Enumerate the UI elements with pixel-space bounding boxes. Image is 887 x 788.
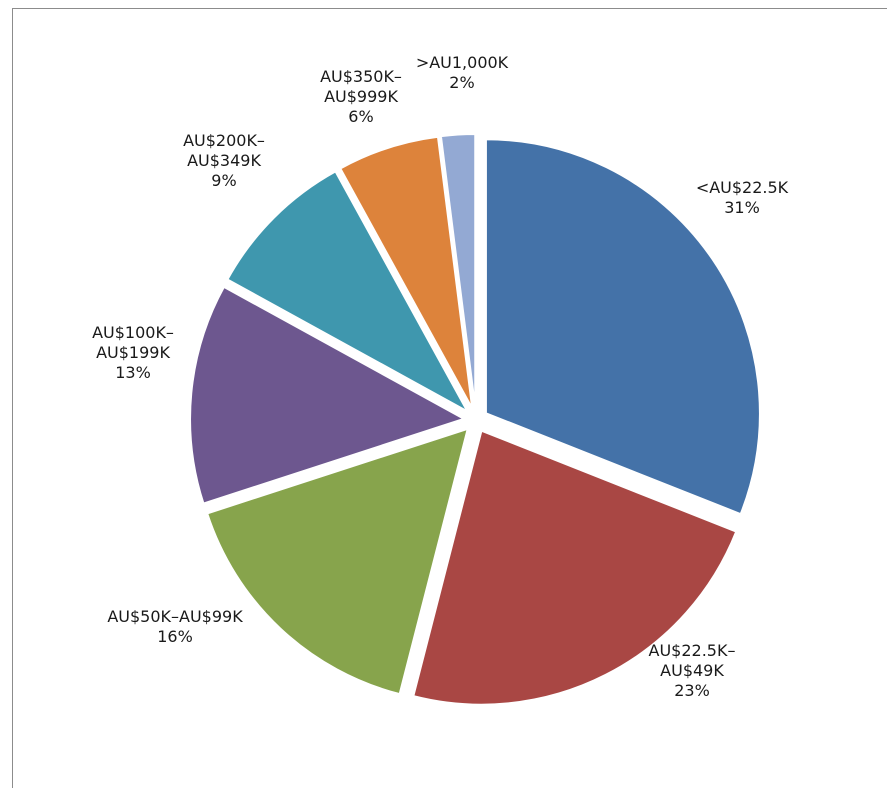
slice-label: AU$100K– AU$199K 13% [92, 323, 174, 382]
slice-label: AU$200K– AU$349K 9% [183, 131, 265, 190]
slice-category: >AU1,000K [416, 53, 509, 72]
slice-percent: 16% [157, 627, 193, 646]
slice-label: AU$22.5K– AU$49K 23% [649, 641, 736, 700]
slice-category: AU$200K– [183, 131, 265, 150]
slice-percent: 9% [211, 171, 236, 190]
slice-percent: 31% [724, 198, 760, 217]
slice-percent: 23% [674, 681, 710, 700]
slice-category: AU$50K–AU$99K [107, 607, 243, 626]
slice-category: AU$199K [96, 343, 170, 362]
slice-percent: 13% [115, 363, 151, 382]
pie-slice [205, 427, 470, 696]
slice-label: AU$350K– AU$999K 6% [320, 67, 402, 126]
slice-category: <AU$22.5K [696, 178, 789, 197]
pie-slice [189, 285, 467, 505]
pie-labels: <AU$22.5K 31% AU$22.5K– AU$49K 23% AU$50K–AU$… [92, 53, 789, 700]
slice-percent: 6% [348, 107, 373, 126]
slice-category: AU$349K [187, 151, 261, 170]
slice-category: AU$49K [660, 661, 724, 680]
slice-category: AU$22.5K– [649, 641, 736, 660]
pie-slice [484, 138, 761, 516]
pie-slice [439, 133, 477, 409]
slice-percent: 2% [449, 73, 474, 92]
slice-label: >AU1,000K 2% [416, 53, 509, 92]
pie-slice [338, 135, 474, 410]
slice-label: AU$50K–AU$99K 16% [107, 607, 243, 646]
slice-category: AU$100K– [92, 323, 174, 342]
pie-slice [412, 429, 738, 706]
chart-frame [12, 8, 887, 788]
slice-category: AU$999K [324, 87, 398, 106]
slice-label: <AU$22.5K 31% [696, 178, 789, 217]
slice-category: AU$350K– [320, 67, 402, 86]
pie-slice [226, 170, 471, 415]
pie-slices [189, 133, 761, 706]
